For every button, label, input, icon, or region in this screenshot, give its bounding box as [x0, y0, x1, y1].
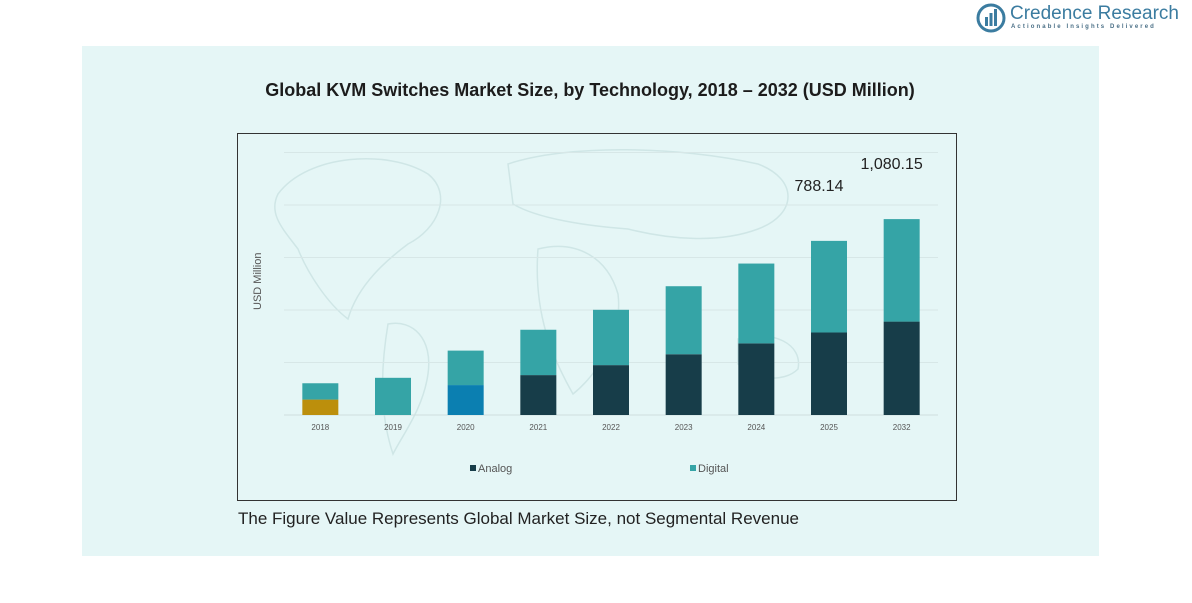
y-axis-label: USD Million — [252, 252, 264, 310]
data-label-2025: 788.14 — [795, 178, 844, 195]
brand-logo: Credence Research Actionable Insights De… — [976, 2, 1179, 34]
chart-title: Global KVM Switches Market Size, by Tech… — [265, 80, 915, 100]
legend-swatch-digital — [690, 465, 696, 471]
bar-analog-2025 — [811, 332, 847, 415]
bar-digital-2020 — [447, 350, 484, 386]
bar-digital-2023 — [665, 286, 702, 355]
x-tick-label-2032: 2032 — [893, 423, 911, 432]
bar-digital-2025 — [811, 240, 847, 333]
x-tick-label-2018: 2018 — [311, 423, 329, 432]
plot-area: 2018 2019 2020 2021 2022 2023 2024 2025 2032 788.… — [237, 133, 957, 501]
footnote: The Figure Value Represents Global Marke… — [238, 509, 799, 528]
x-tick-label-2024: 2024 — [747, 423, 765, 432]
bar-digital-2019 — [375, 377, 411, 415]
world-map-outline-2 — [507, 149, 789, 240]
brand-name: Credence Research — [1010, 3, 1179, 24]
bar-analog-2020 — [447, 385, 484, 415]
data-label-2032: 1,080.15 — [861, 156, 923, 173]
x-tick-label-2023: 2023 — [675, 423, 693, 432]
legend-swatch-analog — [470, 465, 476, 471]
bar-digital-2022 — [593, 309, 629, 366]
bar-analog-2022 — [593, 365, 629, 415]
world-map-outline-0 — [274, 158, 442, 321]
bar-analog-2024 — [738, 343, 775, 415]
bar-digital-2018 — [302, 383, 339, 400]
bar-analog-2021 — [520, 375, 557, 415]
x-tick-label-2025: 2025 — [820, 423, 838, 432]
bar-analog-2032 — [883, 321, 920, 415]
bar-digital-2024 — [738, 263, 775, 344]
bar-digital-2021 — [520, 329, 557, 376]
x-tick-label-2021: 2021 — [529, 423, 547, 432]
bar-chart-circle-icon — [976, 3, 1006, 33]
x-tick-label-2019: 2019 — [384, 423, 402, 432]
legend-label-digital: Digital — [698, 463, 729, 475]
brand-tagline: Actionable Insights Delivered — [1011, 24, 1156, 30]
x-tick-label-2020: 2020 — [457, 423, 475, 432]
bar-analog-2023 — [665, 354, 702, 415]
legend-label-analog: Analog — [478, 463, 512, 475]
bar-digital-2032 — [883, 219, 920, 322]
bar-analog-2018 — [302, 399, 339, 415]
chart-canvas: 2018 2019 2020 2021 2022 2023 2024 2025 2032 788.… — [274, 149, 938, 475]
x-tick-label-2022: 2022 — [602, 423, 620, 432]
